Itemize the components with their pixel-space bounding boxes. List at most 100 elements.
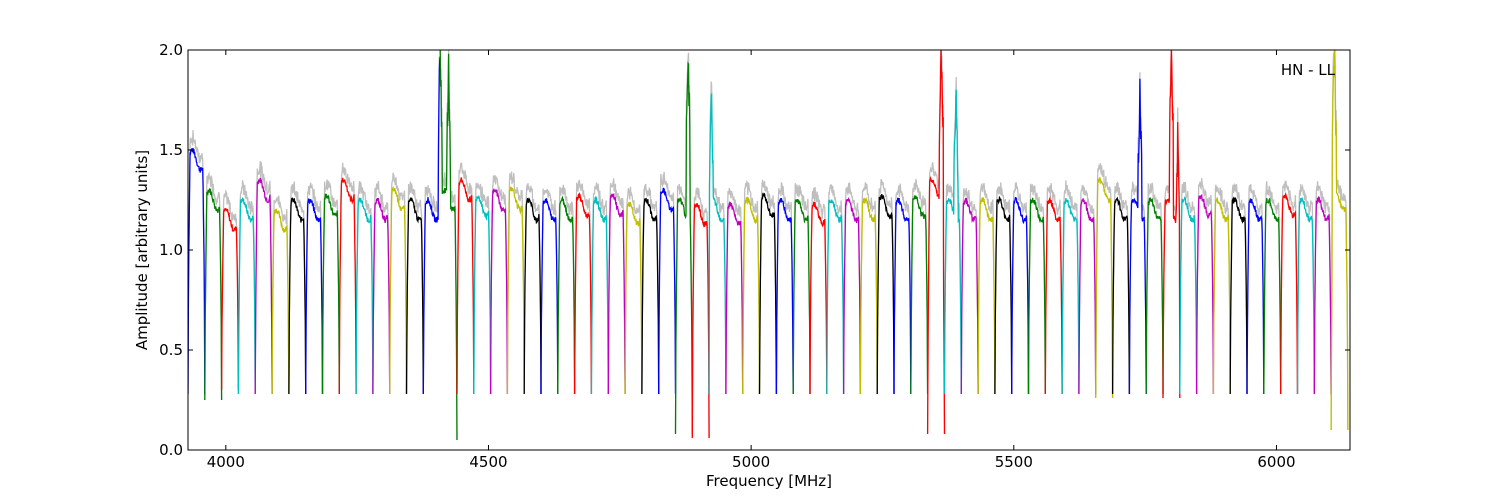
x-axis-ticks: 4000 4500 5000 5500 6000 [207, 50, 1296, 471]
subband-trace [658, 187, 677, 395]
subband-trace [489, 188, 509, 395]
subband-trace [708, 92, 727, 395]
subband-trace [573, 191, 593, 395]
subband-trace [271, 208, 290, 395]
subband-trace [1195, 193, 1215, 395]
subband-trace [506, 186, 525, 395]
subband-trace [557, 195, 576, 395]
subband-trace [1111, 196, 1131, 395]
subband-trace [439, 50, 458, 441]
raw-trace-segment [994, 182, 1013, 395]
raw-trace-segment [573, 179, 593, 395]
raw-trace-segment [305, 182, 324, 395]
raw-trace-segment [1145, 182, 1164, 395]
raw-trace-segment [288, 181, 307, 395]
raw-trace-segment [439, 50, 458, 441]
chart-annotation: HN - LL [1281, 61, 1336, 79]
raw-trace-segment [1011, 182, 1030, 395]
raw-trace-segment [943, 76, 962, 395]
raw-trace-segment [1195, 178, 1215, 395]
subband-trace [1280, 191, 1299, 395]
raw-trace-segment [1179, 181, 1198, 395]
subband-trace [641, 197, 660, 395]
subband-trace [338, 177, 357, 395]
y-tick-label: 1.5 [159, 141, 183, 159]
raw-trace-segment [188, 130, 206, 395]
subband-trace [1263, 196, 1282, 395]
subband-trace [960, 197, 979, 395]
raw-trace-segment [1296, 184, 1315, 395]
subband-trace [725, 200, 744, 395]
raw-trace-segment [977, 182, 996, 395]
raw-trace-segment [473, 181, 492, 395]
raw-trace-segment [254, 161, 273, 395]
raw-trace-segment [204, 171, 223, 401]
subband-trace [1296, 196, 1315, 395]
subband-traces [188, 50, 1349, 441]
plot-frame [187, 49, 1351, 451]
subband-trace [1027, 197, 1046, 395]
subband-trace [624, 201, 643, 395]
subband-trace [321, 193, 340, 395]
subband-trace [842, 196, 862, 395]
subband-trace [305, 198, 324, 395]
subband-trace [389, 185, 408, 395]
subband-trace [758, 192, 778, 395]
y-tick-label: 2.0 [159, 41, 183, 59]
raw-trace-segment [237, 180, 256, 395]
raw-trace-segment [826, 184, 845, 395]
raw-trace-segment [624, 186, 643, 395]
raw-trace-segment [960, 188, 979, 395]
raw-trace-segment [775, 181, 794, 395]
subband-trace [1011, 197, 1030, 395]
y-axis-ticks: 0.0 0.5 1.0 1.5 2.0 [159, 41, 1350, 459]
raw-trace-segment [422, 56, 441, 395]
subband-trace [607, 192, 626, 395]
raw-trace-segment [557, 184, 576, 395]
raw-trace-segment [1280, 180, 1299, 395]
raw-trace-segment [506, 171, 525, 395]
raw-trace-segment [1078, 184, 1097, 395]
subband-trace [809, 201, 828, 395]
y-tick-label: 0.0 [159, 441, 183, 459]
subband-trace [674, 61, 693, 435]
raw-trace-segment [1212, 184, 1231, 395]
raw-trace-segment [1095, 163, 1114, 399]
raw-trace-segment [792, 183, 811, 395]
raw-trace-segment [1111, 181, 1131, 395]
raw-trace-segment [893, 183, 912, 395]
raw-trace-segment [809, 187, 828, 395]
raw-trace-segment [540, 188, 559, 395]
subband-trace [691, 203, 710, 439]
raw-trace-segment [372, 181, 391, 395]
subband-trace [473, 194, 492, 395]
raw-trace-segment [607, 178, 626, 395]
raw-trace-segment [842, 182, 862, 395]
raw-trace-segment [1044, 183, 1063, 395]
raw-trace-segment [1061, 180, 1080, 395]
raw-trace-segment [691, 187, 710, 439]
raw-trace-segment [590, 182, 609, 395]
subband-trace [1095, 176, 1114, 399]
raw-trace-segment [338, 162, 357, 395]
subband-trace [1044, 195, 1063, 395]
subband-trace [893, 197, 912, 395]
raw-trace-segment [1229, 182, 1248, 395]
subband-trace [372, 197, 391, 395]
raw-trace-segment [1330, 50, 1349, 431]
raw-amplitude-trace [188, 50, 1349, 441]
subband-trace [1246, 198, 1265, 395]
subband-trace [1313, 195, 1332, 395]
raw-trace-segment [271, 195, 290, 395]
raw-trace-segment [456, 161, 475, 395]
subband-trace [1179, 196, 1198, 395]
subband-trace [422, 56, 441, 395]
subband-trace [1162, 50, 1181, 399]
subband-trace [405, 196, 424, 395]
x-tick-label: 5000 [732, 453, 770, 471]
raw-trace-segment [758, 179, 778, 395]
subband-trace [590, 195, 609, 395]
subband-trace [204, 187, 223, 401]
subband-trace [1229, 196, 1248, 395]
raw-trace-segment [1246, 184, 1265, 395]
